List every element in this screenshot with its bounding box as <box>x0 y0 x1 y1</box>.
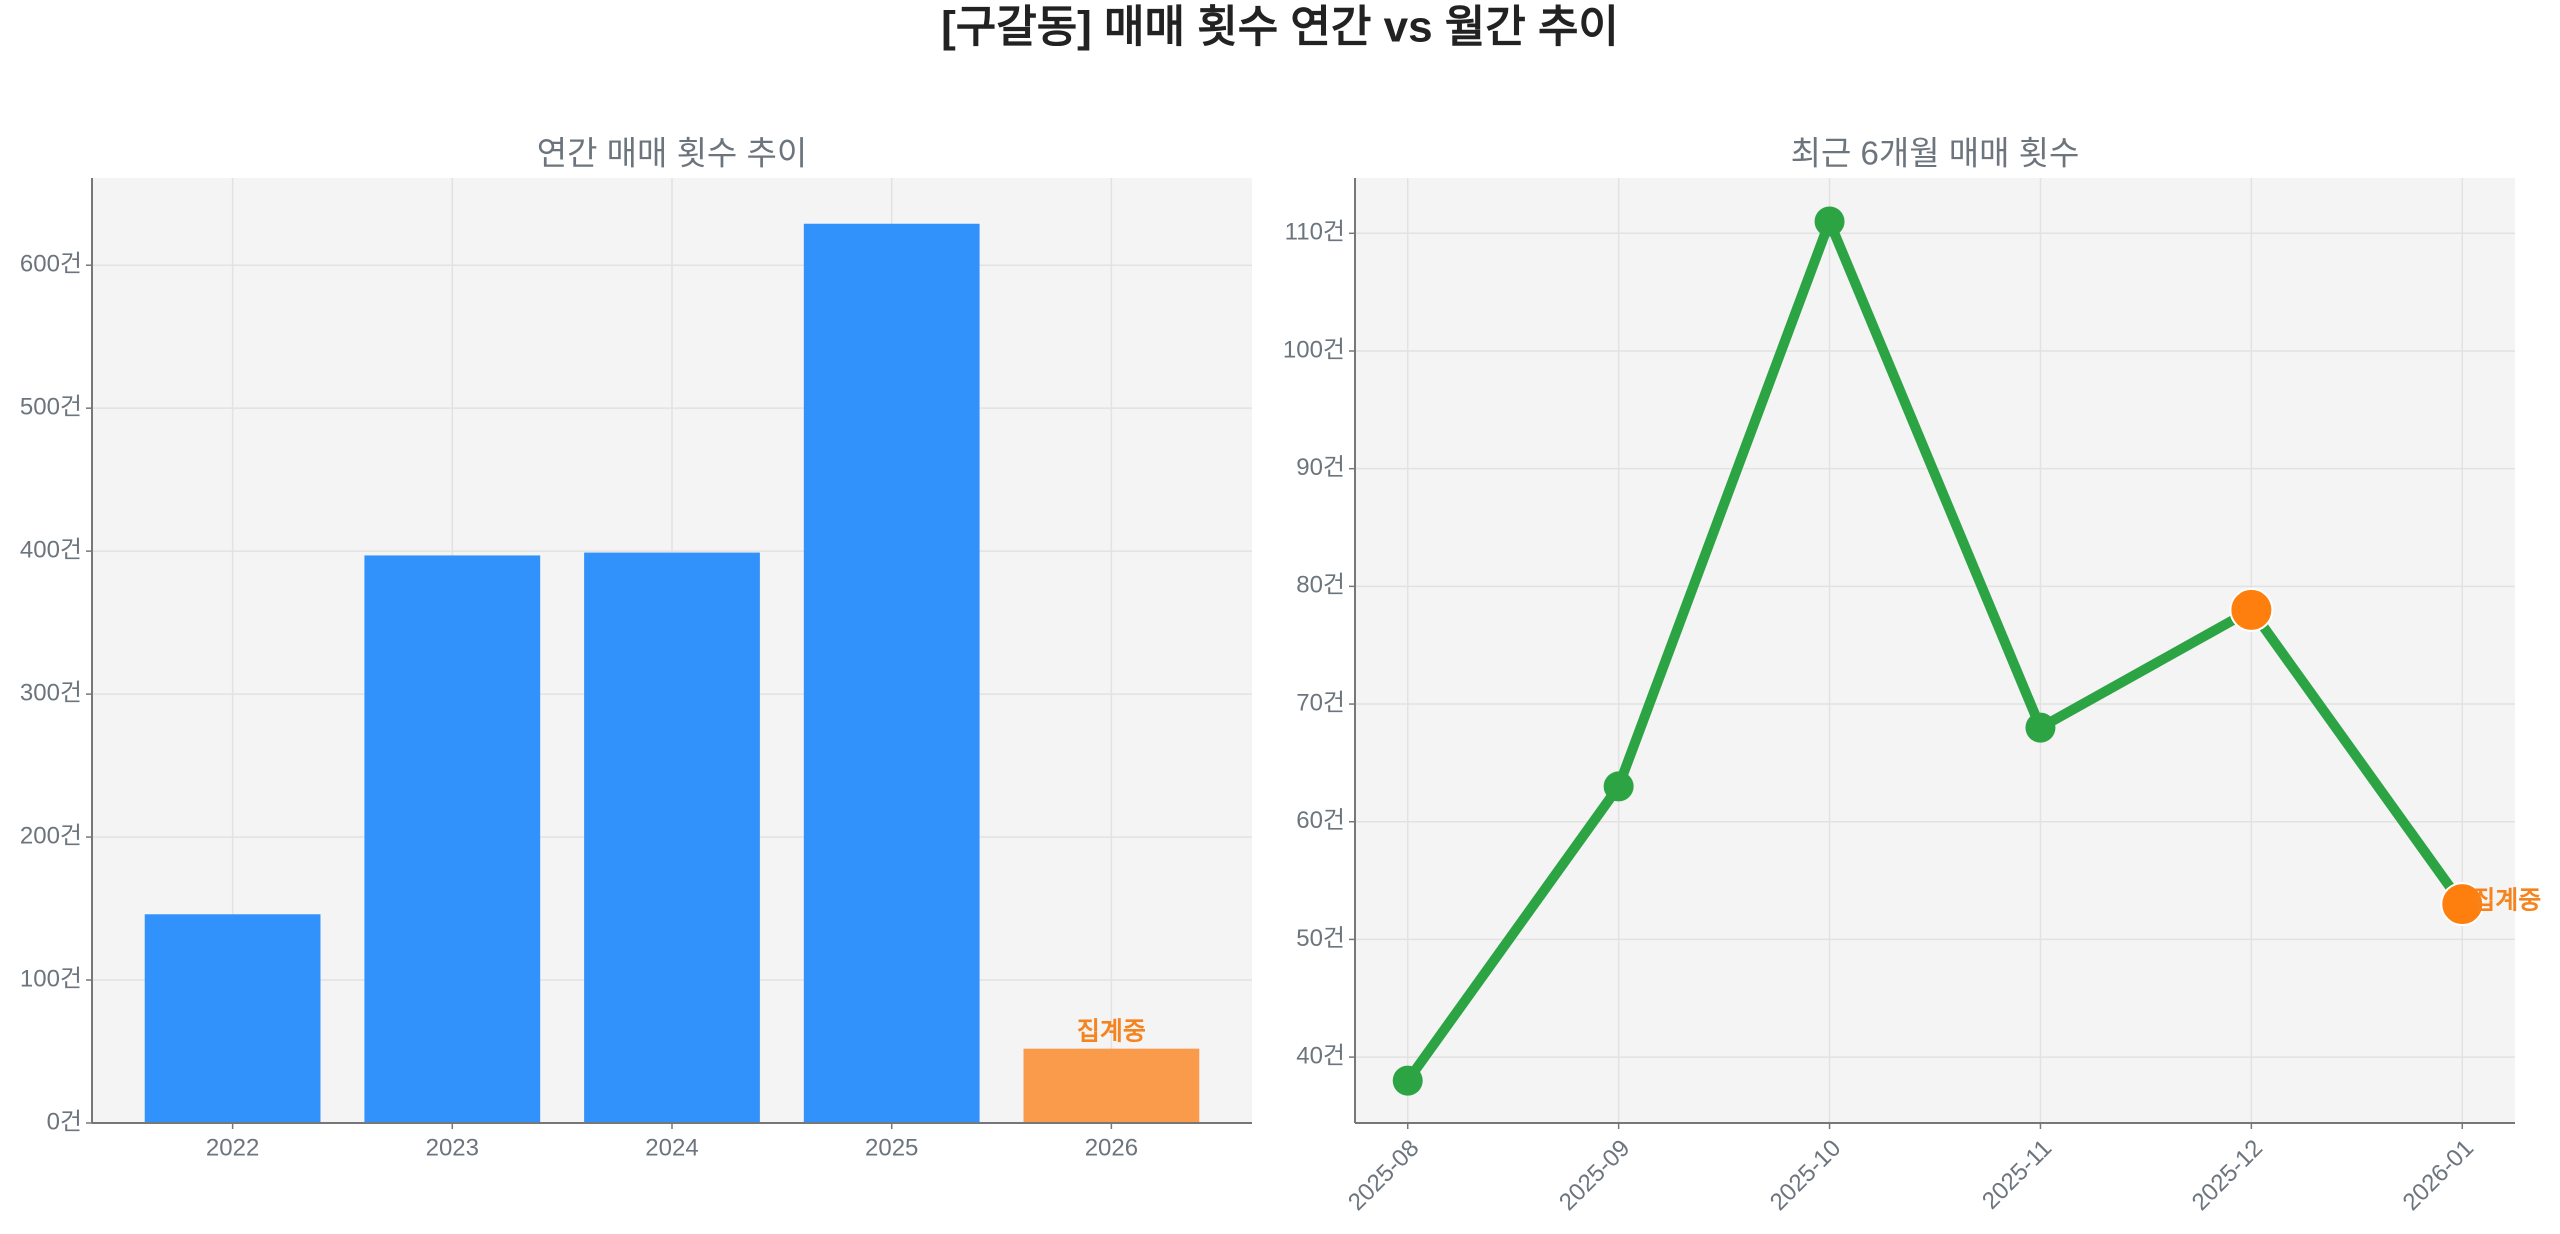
x-tick-label: 2026 <box>1085 1134 1138 1161</box>
y-tick-label: 110건 <box>1285 219 1345 246</box>
y-tick-label: 100건 <box>1283 336 1345 363</box>
x-tick-label: 2025-08 <box>1343 1135 1424 1216</box>
bar <box>144 914 321 1123</box>
y-tick-label: 40건 <box>1296 1042 1345 1069</box>
x-tick-label: 2022 <box>206 1134 259 1161</box>
x-tick-label: 2025-11 <box>1977 1135 2057 1215</box>
y-tick-label: 600건 <box>20 251 82 278</box>
point <box>2229 587 2274 632</box>
point <box>2025 712 2056 743</box>
annotation: 집계중 <box>1077 1017 1146 1045</box>
x-tick-label: 2026-01 <box>2398 1135 2479 1216</box>
x-tick-label: 2025-10 <box>1765 1135 1846 1216</box>
y-tick-label: 50건 <box>1296 925 1345 952</box>
point <box>1392 1065 1423 1096</box>
bar <box>584 552 760 1123</box>
bar <box>364 555 541 1123</box>
y-tick-label: 0건 <box>47 1108 82 1135</box>
point <box>2440 882 2485 927</box>
line <box>1403 216 2467 1084</box>
panel-title: 연간 매매 횟수 추이 <box>537 135 807 172</box>
y-tick-label: 200건 <box>20 822 82 849</box>
plot-area <box>1355 178 2515 1123</box>
y-tick-label: 100건 <box>20 965 82 992</box>
panel-title: 최근 6개월 매매 횟수 <box>1791 135 2080 172</box>
point <box>1603 771 1634 802</box>
y-tick-label: 400건 <box>20 536 82 563</box>
x-tick-label: 2025-09 <box>1554 1135 1635 1216</box>
bar <box>803 223 980 1123</box>
y-tick-label: 90건 <box>1296 454 1345 481</box>
x-tick-label: 2023 <box>426 1134 479 1161</box>
x-tick-label: 2025 <box>865 1134 918 1161</box>
y-tick-label: 300건 <box>20 679 82 706</box>
x-tick-label: 2025-12 <box>2187 1135 2268 1216</box>
point <box>1814 206 1845 237</box>
y-tick-label: 80건 <box>1296 572 1345 599</box>
figure-title: [구갈동] 매매 횟수 연간 vs 월간 추이 <box>941 3 1619 52</box>
y-tick-label: 500건 <box>20 394 82 421</box>
y-tick-label: 70건 <box>1296 689 1345 716</box>
annotation: 집계중 <box>2472 887 2541 915</box>
bar <box>1023 1048 1200 1123</box>
y-tick-label: 60건 <box>1296 807 1345 834</box>
x-tick-label: 2024 <box>645 1134 698 1161</box>
